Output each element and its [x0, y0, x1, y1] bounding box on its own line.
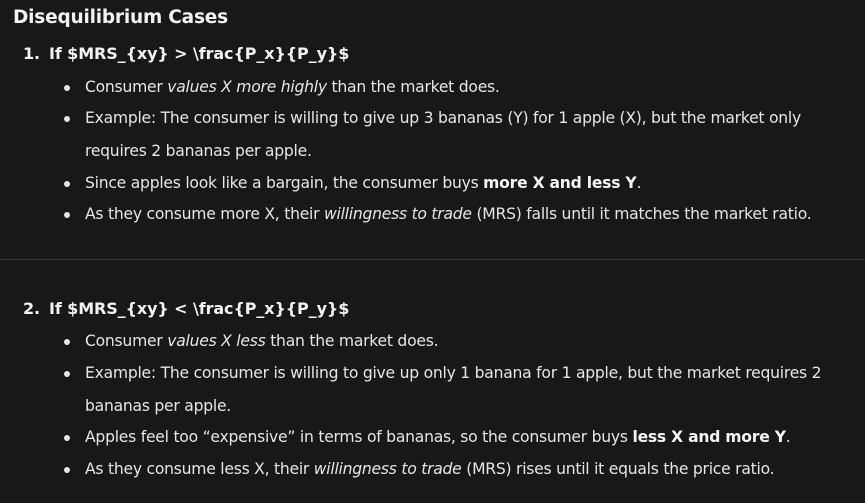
case-2-bullet-2: Example: The consumer is willing to give…: [64, 357, 860, 422]
case-1-condition: If $MRS_{xy} > \frac{P_x}{P_y}$: [49, 44, 350, 63]
emphasis: values X less: [167, 332, 266, 350]
case-2-title: 2. If $MRS_{xy} < \frac{P_x}{P_y}$: [23, 299, 349, 318]
section-heading: Disequilibrium Cases: [13, 7, 228, 28]
strong-text: less X and more Y: [632, 428, 786, 446]
case-1-bullet-1: Consumer values X more highly than the m…: [64, 71, 860, 104]
case-1-bullet-3: Since apples look like a bargain, the co…: [64, 167, 860, 200]
case-1-title: 1. If $MRS_{xy} > \frac{P_x}{P_y}$: [23, 44, 349, 63]
case-1-bullet-4: As they consume more X, their willingnes…: [64, 198, 860, 231]
case-2-bullet-4: As they consume less X, their willingnes…: [64, 453, 860, 486]
case-1-bullet-2: Example: The consumer is willing to give…: [64, 102, 860, 167]
emphasis: values X more highly: [167, 78, 327, 96]
section-divider: [0, 259, 865, 260]
emphasis: willingness to trade: [313, 460, 462, 478]
strong-text: more X and less Y: [483, 174, 637, 192]
case-2-bullet-1: Consumer values X less than the market d…: [64, 325, 860, 358]
case-1-number: 1.: [23, 44, 41, 63]
case-2-condition: If $MRS_{xy} < \frac{P_x}{P_y}$: [49, 299, 350, 318]
case-2-number: 2.: [23, 299, 41, 318]
case-2-bullet-3: Apples feel too “expensive” in terms of …: [64, 421, 860, 454]
emphasis: willingness to trade: [324, 205, 472, 223]
